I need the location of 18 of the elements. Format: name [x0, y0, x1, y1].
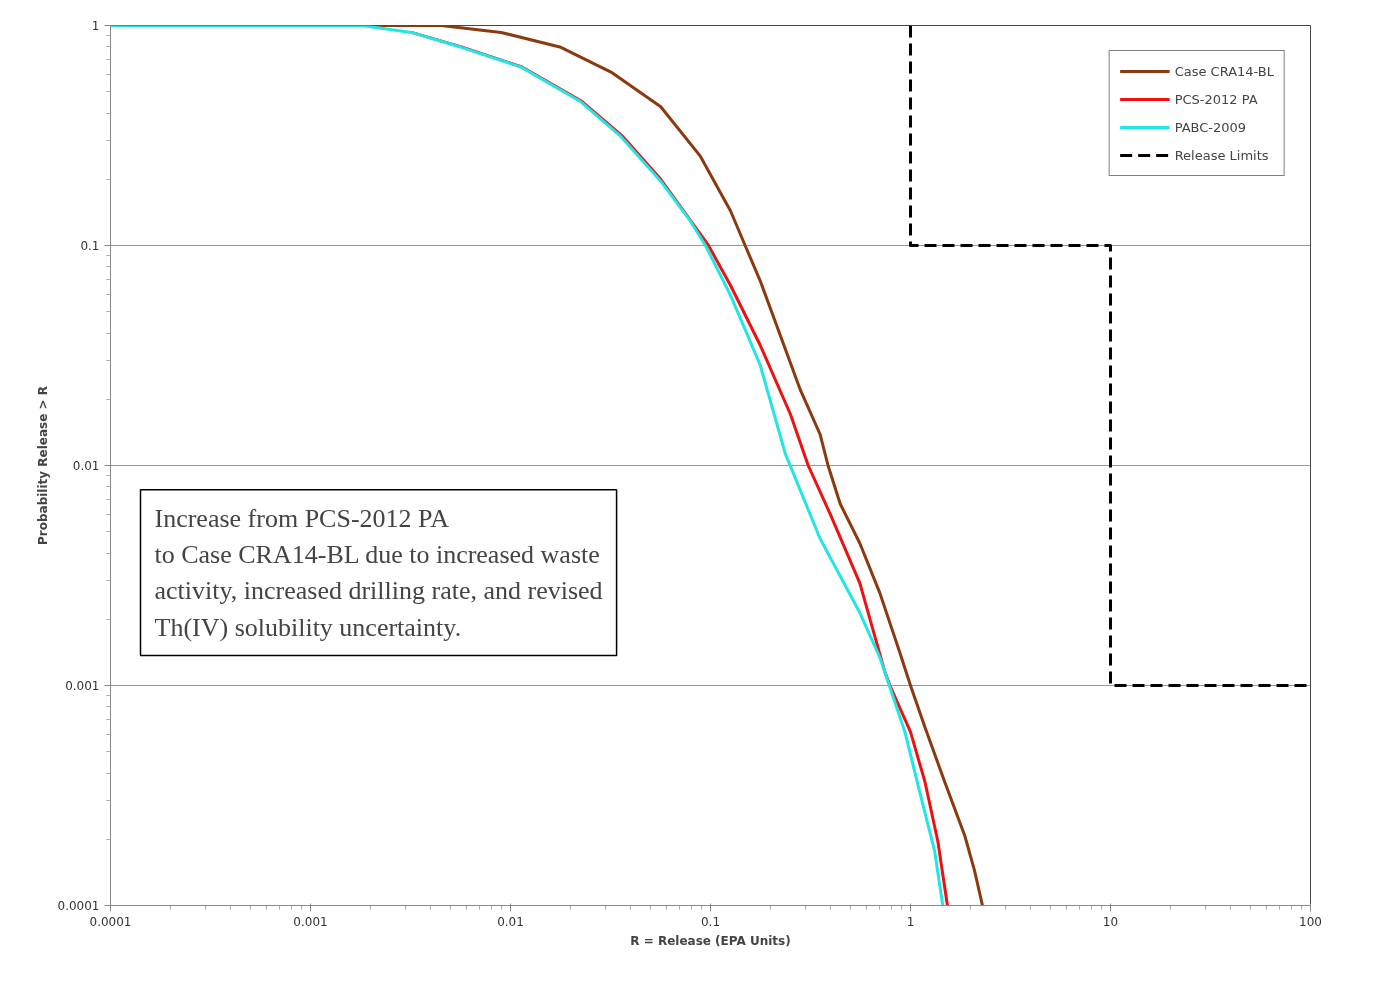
x-tick-label: 0.1	[700, 914, 721, 929]
y-tick-label: 0.0001	[57, 899, 100, 913]
legend-label: PCS-2012 PA	[1174, 91, 1258, 107]
y-axis-title: Probability Release > R	[35, 386, 50, 545]
x-tick-label: 1	[906, 914, 915, 929]
x-tick-label: 0.001	[293, 914, 328, 929]
y-tick-label: 0.001	[65, 679, 100, 693]
legend-label: PABC-2009	[1174, 119, 1247, 135]
legend-label: Case CRA14-BL	[1174, 63, 1274, 79]
annotation: Increase from PCS-2012 PA to Case CRA14-BL due to increased waste activity, increased drilling rate, and revised Th(IV) solubility uncertainty.	[154, 503, 603, 642]
y-tick-label: 1	[91, 19, 100, 33]
legend-label: Release Limits	[1174, 147, 1269, 163]
y-tick-label: 0.01	[72, 459, 100, 473]
x-axis-title: R = Release (EPA Units)	[630, 933, 791, 948]
x-tick-label: 10	[1102, 914, 1119, 929]
x-tick-label: 0.01	[497, 914, 524, 929]
y-tick-label: 0.1	[80, 239, 100, 253]
x-tick-label: 100	[1299, 914, 1322, 929]
